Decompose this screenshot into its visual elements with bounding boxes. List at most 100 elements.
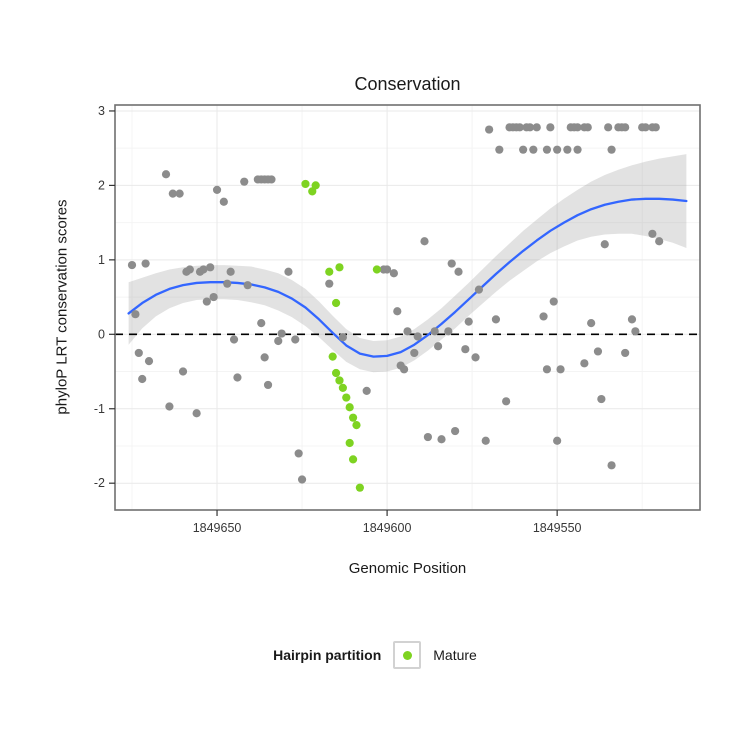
data-point-conservation-scores	[556, 365, 565, 374]
data-point-Mature	[335, 263, 344, 272]
data-point-Mature	[308, 187, 317, 196]
data-point-conservation-scores	[451, 426, 460, 436]
data-point-conservation-scores	[525, 123, 535, 132]
data-point-Mature	[342, 393, 351, 402]
data-point-conservation-scores	[621, 123, 630, 132]
data-point-conservation-scores	[553, 436, 562, 445]
data-point-Mature	[325, 267, 334, 276]
data-point-conservation-scores	[403, 327, 412, 336]
data-point-conservation-scores	[410, 348, 419, 358]
data-point-conservation-scores	[413, 332, 422, 341]
data-point-conservation-scores	[223, 279, 232, 288]
data-point-conservation-scores	[604, 123, 613, 132]
data-point-conservation-scores	[325, 279, 334, 288]
chart-title: Conservation	[354, 74, 461, 94]
data-point-Mature	[338, 383, 347, 393]
data-point-conservation-scores	[437, 435, 446, 444]
data-point-conservation-scores	[563, 145, 572, 154]
data-point-Mature	[311, 181, 320, 190]
data-point-conservation-scores	[631, 327, 640, 336]
data-point-conservation-scores	[212, 185, 222, 194]
data-point-conservation-scores	[651, 123, 660, 132]
data-point-conservation-scores	[243, 281, 252, 290]
data-point-conservation-scores	[542, 145, 552, 154]
mature-point-swatch	[402, 650, 412, 660]
legend: Hairpin partition Mature	[0, 638, 750, 672]
data-point-Mature	[348, 413, 358, 422]
data-point-conservation-scores	[131, 310, 140, 319]
data-point-conservation-scores	[655, 237, 664, 246]
plot-panel	[115, 105, 700, 510]
data-point-conservation-scores	[202, 297, 211, 306]
data-point-conservation-scores	[165, 402, 174, 411]
data-point-conservation-scores	[134, 348, 143, 358]
data-point-conservation-scores	[294, 449, 303, 458]
data-point-conservation-scores	[393, 307, 402, 316]
data-point-conservation-scores	[444, 327, 453, 336]
data-point-conservation-scores	[573, 123, 582, 132]
data-point-conservation-scores	[226, 267, 235, 276]
data-point-conservation-scores	[178, 367, 188, 376]
data-point-conservation-scores	[277, 329, 286, 338]
y-tick-label: 0	[98, 327, 105, 341]
smooth-line	[127, 197, 688, 358]
data-point-conservation-scores	[607, 461, 616, 470]
data-point-conservation-scores	[209, 292, 218, 302]
data-point-conservation-scores	[175, 189, 184, 198]
data-point-conservation-scores	[580, 359, 589, 368]
data-point-conservation-scores	[192, 409, 201, 418]
data-point-conservation-scores	[362, 386, 371, 395]
data-point-conservation-scores	[399, 365, 409, 374]
data-point-conservation-scores	[539, 312, 548, 321]
data-point-Mature	[335, 376, 344, 385]
data-point-conservation-scores	[434, 342, 443, 351]
data-point-Mature	[355, 483, 364, 492]
data-point-conservation-scores	[583, 123, 592, 132]
data-point-conservation-scores	[206, 263, 215, 272]
data-point-conservation-scores	[274, 336, 283, 346]
data-point-conservation-scores	[229, 335, 239, 344]
data-point-conservation-scores	[185, 265, 194, 274]
data-point-conservation-scores	[260, 353, 269, 362]
data-point-conservation-scores	[141, 259, 150, 268]
y-tick-label: -2	[94, 476, 105, 490]
data-point-conservation-scores	[138, 374, 147, 384]
data-point-conservation-scores	[529, 145, 538, 154]
data-point-Mature	[328, 352, 337, 361]
data-point-conservation-scores	[454, 267, 463, 276]
data-point-Mature	[352, 421, 361, 430]
data-point-conservation-scores	[233, 373, 242, 382]
data-point-conservation-scores	[257, 319, 266, 328]
data-point-conservation-scores	[291, 335, 300, 344]
data-point-conservation-scores	[485, 125, 494, 134]
y-tick-label: 2	[98, 178, 105, 192]
x-axis-label: Genomic Position	[348, 560, 467, 577]
data-point-conservation-scores	[553, 145, 562, 154]
confidence-ribbon	[128, 154, 687, 373]
data-point-conservation-scores	[573, 145, 582, 154]
data-point-conservation-scores	[144, 357, 154, 366]
data-point-conservation-scores	[297, 475, 307, 484]
x-tick-label: 1849600	[363, 521, 412, 535]
data-point-conservation-scores	[600, 240, 609, 249]
data-point-conservation-scores	[420, 237, 429, 246]
data-point-conservation-scores	[549, 297, 558, 306]
data-point-conservation-scores	[338, 333, 347, 342]
data-point-Mature	[331, 298, 341, 308]
data-point-conservation-scores	[502, 397, 511, 406]
data-point-conservation-scores	[515, 123, 524, 132]
data-point-conservation-scores	[464, 317, 473, 326]
data-point-conservation-scores	[542, 365, 552, 374]
data-point-conservation-scores	[423, 432, 433, 442]
data-point-conservation-scores	[168, 189, 177, 198]
legend-item-label-mature: Mature	[433, 647, 477, 663]
data-point-conservation-scores	[627, 315, 637, 324]
data-point-conservation-scores	[219, 197, 228, 206]
x-tick-label: 1849650	[193, 521, 242, 535]
data-point-conservation-scores	[621, 348, 630, 358]
data-point-conservation-scores	[382, 265, 392, 274]
x-tick-label: 1849550	[533, 521, 582, 535]
data-point-conservation-scores	[593, 347, 603, 356]
data-point-Mature	[331, 368, 341, 378]
